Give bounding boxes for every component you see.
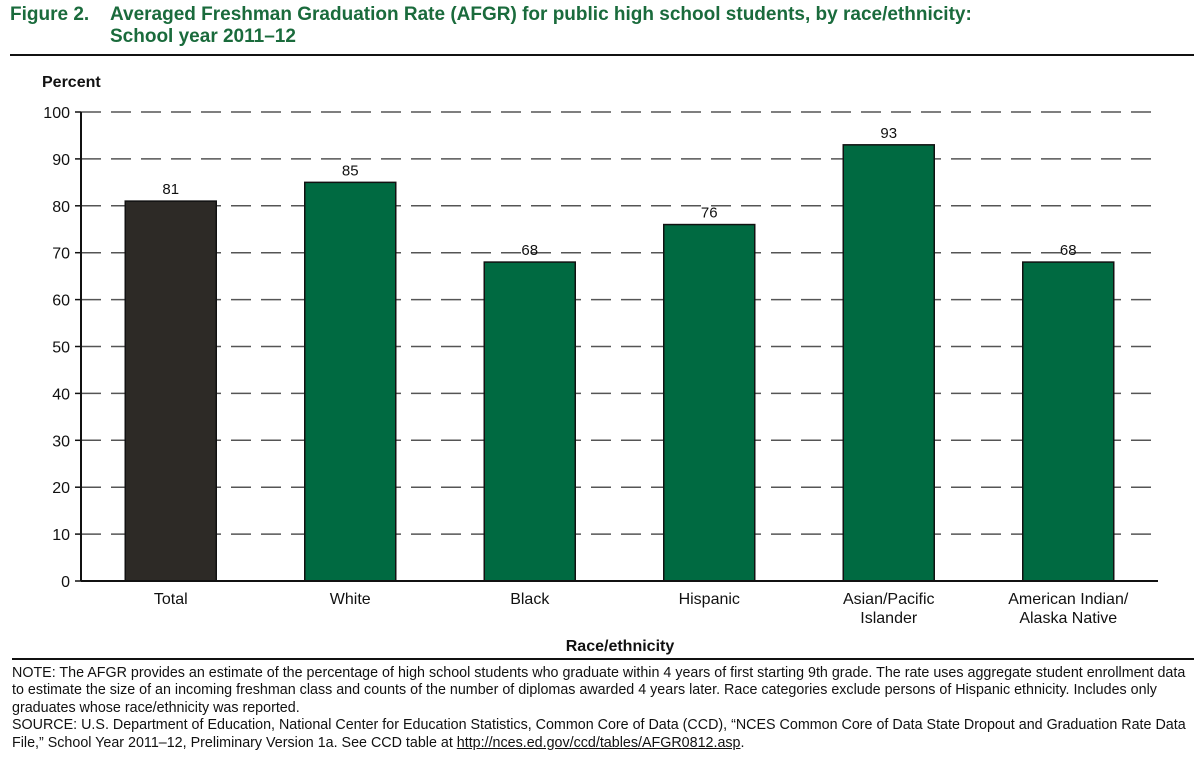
y-tick-label: 60 [52,293,70,310]
y-tick-label: 40 [52,386,70,403]
bar-value-label: 68 [521,242,538,259]
bars [124,144,1115,582]
y-tick-label: 0 [61,574,70,591]
bar-value-label: 85 [342,162,359,179]
gridlines [81,111,1158,535]
y-axis-title: Percent [42,74,101,91]
bar [842,144,935,582]
category-label: White [330,591,371,608]
y-tick-label: 90 [52,152,70,169]
y-tick-label: 50 [52,340,70,357]
category-label: Black [510,591,550,608]
source-paragraph: SOURCE: U.S. Department of Education, Na… [12,717,1186,751]
category-label: American Indian/Alaska Native [1008,591,1129,627]
category-label: Asian/Pacific Islander [843,591,935,627]
source-text: SOURCE: U.S. Department of Education, Na… [12,717,1186,751]
source-link[interactable]: http://nces.ed.gov/ccd/tables/AFGR0812.a… [456,734,741,751]
figure-header: Figure 2. Averaged Freshman Graduation R… [10,4,1194,56]
y-tick-label: 20 [52,480,70,497]
y-tick-label: 70 [52,246,70,263]
y-axis-ticks: 0 10 20 30 40 50 60 70 80 90 100 [43,105,81,591]
bar-value-label: 81 [162,181,179,198]
figure-number: Figure 2. [10,4,90,25]
y-tick-label: 80 [52,199,70,216]
bar [124,200,217,582]
category-labels: Total White Black Hispanic Asian/Pacific Isla… [154,591,1129,627]
y-tick-label: 100 [43,105,70,122]
bar-chart: Percent 0 10 20 30 40 50 60 70 80 90 100 81 85 68 76 9… [42,74,1158,655]
bar [1022,261,1115,582]
bar [483,261,576,582]
bar-value-label: 93 [880,125,897,142]
figure-title-line2: School year 2011–12 [110,26,296,47]
y-tick-label: 30 [52,433,70,450]
figure-title: Figure 2. Averaged Freshman Graduation R… [10,4,1194,48]
note-text: NOTE: The AFGR provides an estimate of t… [12,665,1186,716]
figure-title-line1: Averaged Freshman Graduation Rate (AFGR)… [110,4,972,25]
bar-value-label: 76 [701,205,718,222]
value-labels: 81 85 68 76 93 68 [162,125,1076,259]
category-label: Total [154,591,188,608]
category-label: Hispanic [679,591,740,608]
bar [304,181,397,582]
y-tick-label: 10 [52,527,70,544]
x-axis-title: Race/ethnicity [566,638,675,655]
bar-value-label: 68 [1060,242,1077,259]
figure-notes: NOTE: The AFGR provides an estimate of t… [12,658,1194,752]
bar [663,223,756,582]
